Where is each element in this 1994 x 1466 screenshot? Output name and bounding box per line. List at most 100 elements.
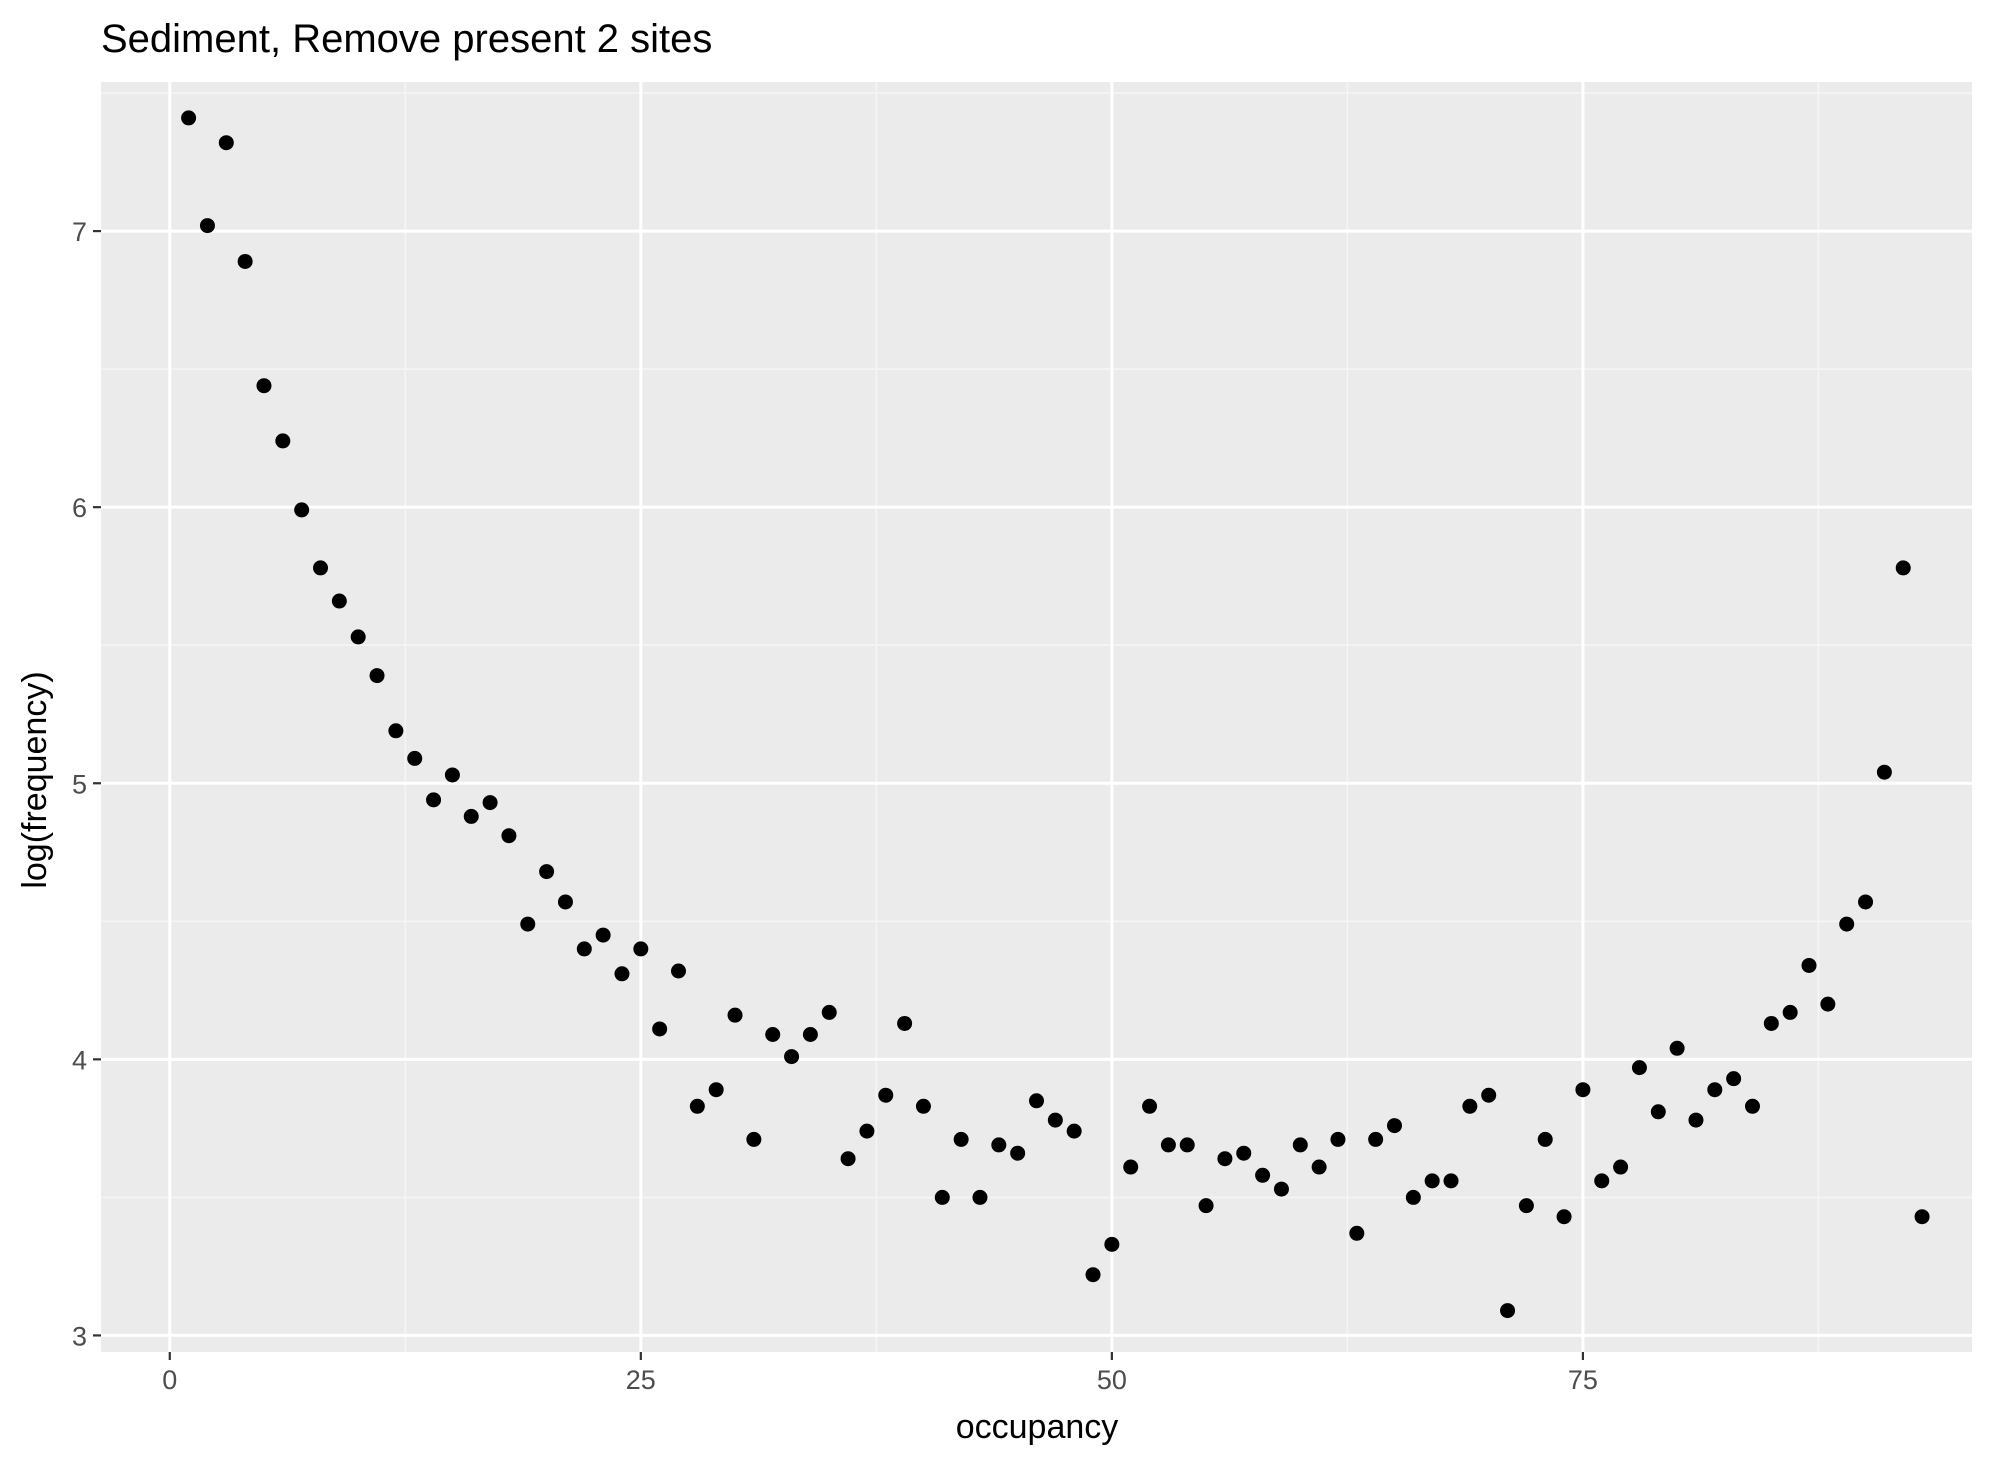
chart-title: Sediment, Remove present 2 sites [101, 17, 712, 61]
data-point [1839, 916, 1855, 932]
data-point [595, 927, 611, 943]
data-point [1518, 1198, 1534, 1214]
data-point [1198, 1198, 1214, 1214]
data-point [614, 966, 630, 982]
data-point [520, 916, 536, 932]
data-point [802, 1027, 818, 1042]
data-point [1386, 1118, 1402, 1134]
data-point [181, 110, 197, 126]
data-point [840, 1151, 856, 1167]
data-point [671, 963, 687, 979]
major-gridlines [101, 82, 1972, 1352]
data-point [1895, 560, 1911, 576]
data-point [689, 1098, 705, 1114]
data-point [1142, 1098, 1158, 1114]
data-point [633, 941, 649, 957]
data-point [1292, 1137, 1308, 1153]
data-point [991, 1137, 1007, 1153]
data-point [294, 502, 310, 518]
data-point [915, 1098, 931, 1114]
data-point [1631, 1060, 1647, 1076]
data-point [218, 135, 234, 151]
data-point [1443, 1173, 1459, 1189]
data-point [407, 750, 423, 766]
data-point [1047, 1112, 1063, 1128]
data-point [463, 808, 479, 824]
data-point [388, 723, 404, 739]
data-point [1858, 894, 1874, 910]
data-point [256, 378, 272, 394]
data-point [1424, 1173, 1440, 1189]
data-point [878, 1087, 894, 1103]
data-point [1179, 1137, 1195, 1153]
y-tick-label: 4 [72, 1045, 87, 1075]
x-axis: 0 25 50 75 [162, 1352, 1598, 1395]
data-point [746, 1131, 762, 1147]
data-point [934, 1189, 950, 1205]
plot-panel [101, 82, 1972, 1352]
data-point [652, 1021, 668, 1037]
data-point [1613, 1159, 1629, 1175]
data-point [1500, 1303, 1516, 1319]
data-point [1669, 1040, 1685, 1056]
y-tick-label: 6 [72, 493, 87, 523]
data-point [784, 1049, 800, 1065]
data-point [539, 864, 555, 880]
data-point [1481, 1087, 1497, 1103]
data-point [897, 1015, 913, 1031]
data-point [1330, 1131, 1346, 1147]
data-point [1820, 996, 1836, 1012]
data-point [972, 1189, 988, 1205]
y-axis: 3 4 5 6 7 [72, 217, 101, 1351]
data-point [1405, 1189, 1421, 1205]
y-axis-title: log(frequency) [16, 671, 54, 888]
data-point [199, 218, 215, 234]
data-point [821, 1004, 837, 1020]
data-point [953, 1131, 969, 1147]
data-point [1273, 1181, 1289, 1197]
data-point [1255, 1167, 1271, 1183]
data-point [1368, 1131, 1384, 1147]
minor-gridlines [101, 82, 1972, 1352]
y-tick-label: 3 [72, 1321, 87, 1351]
x-tick-label: 0 [162, 1365, 177, 1395]
data-point [1556, 1209, 1572, 1225]
data-point [444, 767, 460, 783]
data-point [1066, 1123, 1082, 1139]
data-point [1726, 1071, 1742, 1087]
y-tick-label: 5 [72, 769, 87, 799]
data-point [1537, 1131, 1553, 1147]
panel-background [101, 82, 1972, 1352]
data-point [1462, 1098, 1478, 1114]
data-point [1650, 1104, 1666, 1120]
data-point [708, 1082, 724, 1098]
data-points [181, 110, 1930, 1319]
data-point [426, 792, 442, 808]
x-tick-label: 75 [1568, 1365, 1598, 1395]
data-point [1104, 1236, 1120, 1252]
data-point [1763, 1015, 1779, 1031]
data-point [501, 828, 517, 844]
data-point [1236, 1145, 1252, 1161]
data-point [557, 894, 573, 910]
data-point [1160, 1137, 1176, 1153]
data-point [1085, 1267, 1101, 1283]
data-point [1123, 1159, 1139, 1175]
data-point [1311, 1159, 1327, 1175]
data-point [369, 668, 385, 684]
data-point [1594, 1173, 1610, 1189]
data-point [1010, 1145, 1026, 1161]
data-point [1707, 1082, 1723, 1098]
data-point [275, 433, 291, 449]
data-point [727, 1007, 743, 1023]
data-point [1782, 1004, 1798, 1020]
data-point [1349, 1225, 1365, 1241]
x-tick-label: 25 [626, 1365, 656, 1395]
data-point [765, 1027, 781, 1042]
data-point [350, 629, 366, 645]
data-point [1029, 1093, 1044, 1109]
x-axis-title: occupancy [956, 1408, 1119, 1446]
data-point [1575, 1082, 1591, 1098]
